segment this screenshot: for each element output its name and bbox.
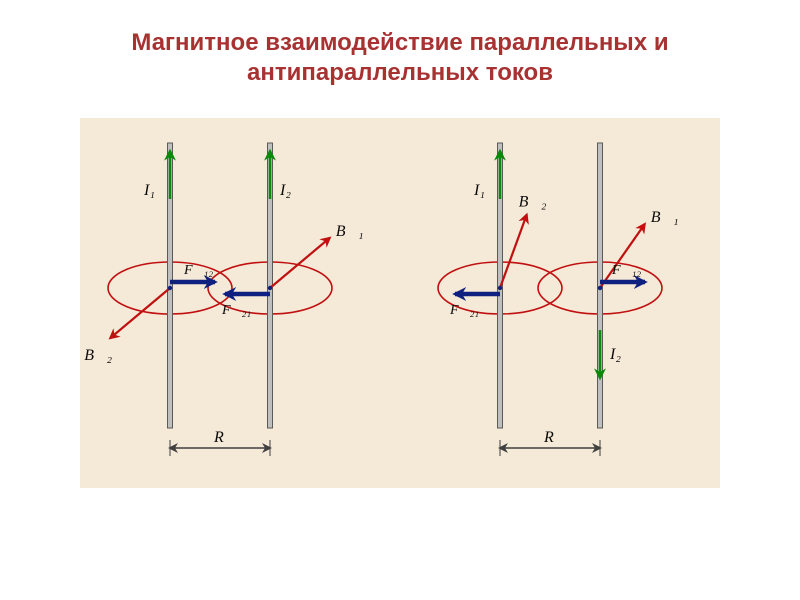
page-title: Магнитное взаимодействие параллельных и … — [0, 0, 800, 88]
B-label: B⃗₂ — [519, 194, 547, 211]
dimension-label: R — [213, 429, 224, 446]
title-line-2: антипараллельных токов — [247, 59, 553, 86]
force-label: F⃗₂₁ — [449, 303, 479, 318]
B-label: B⃗₁ — [651, 209, 679, 226]
panel-antiparallel — [438, 143, 662, 456]
diagram-area: I₁ I₂ B⃗₁ B⃗₂ F⃗₁₂ F⃗₂₁ R I₁ I₂ B⃗₁ B⃗₂ F⃗₁₂ F⃗₂₁ R — [80, 118, 720, 488]
current-label: I₂ — [609, 346, 621, 363]
force-label: F⃗₂₁ — [221, 303, 251, 318]
physics-diagram: I₁ I₂ B⃗₁ B⃗₂ F⃗₁₂ F⃗₂₁ R I₁ I₂ B⃗₁ B⃗₂ F⃗₁₂ F⃗₂₁ R — [80, 118, 720, 488]
force-label: F⃗₁₂ — [183, 263, 213, 278]
current-label: I₂ — [279, 182, 291, 199]
panel-parallel — [108, 143, 332, 456]
B-vector — [500, 215, 527, 288]
force-label: F⃗₁₂ — [611, 263, 641, 278]
B-label: B⃗₁ — [336, 223, 364, 240]
B-vector — [600, 224, 645, 288]
B-label: B⃗₂ — [84, 347, 112, 364]
title-line-1: Магнитное взаимодействие параллельных и — [131, 29, 668, 56]
current-label: I₁ — [473, 182, 485, 199]
dimension-label: R — [543, 429, 554, 446]
current-label: I₁ — [143, 182, 155, 199]
